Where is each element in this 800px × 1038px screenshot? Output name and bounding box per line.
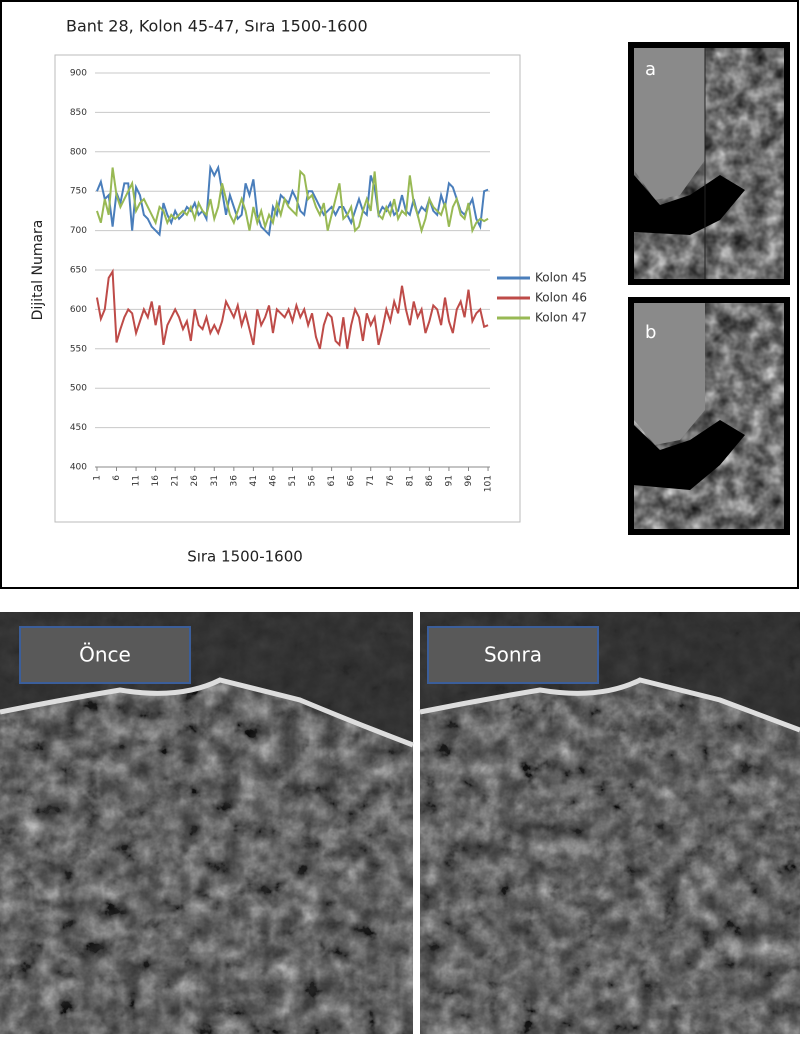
- figure: Bant 28, Kolon 45-47, Sıra 1500-1600 Dij…: [0, 0, 800, 1034]
- y-tick-label: 850: [70, 108, 87, 118]
- x-tick-label: 91: [444, 475, 454, 486]
- x-tick-label: 86: [425, 475, 435, 487]
- y-tick-label: 600: [70, 305, 87, 315]
- x-tick-label: 1: [92, 475, 102, 481]
- x-tick-label: 101: [484, 475, 494, 492]
- x-tick-label: 31: [210, 475, 220, 486]
- panel-label: b: [645, 322, 656, 343]
- x-tick-label: 21: [171, 475, 181, 486]
- x-tick-label: 76: [386, 475, 396, 487]
- x-tick-label: 61: [327, 475, 337, 486]
- legend-label: Kolon 46: [535, 291, 587, 305]
- chart-title: Bant 28, Kolon 45-47, Sıra 1500-1600: [66, 17, 368, 36]
- y-tick-label: 700: [70, 226, 87, 236]
- legend-label: Kolon 47: [535, 311, 587, 325]
- x-tick-label: 66: [347, 475, 357, 487]
- x-tick-label: 16: [151, 475, 161, 487]
- panel-label: a: [645, 59, 656, 80]
- y-tick-label: 650: [70, 266, 87, 276]
- y-tick-label: 400: [70, 463, 87, 473]
- x-tick-label: 56: [308, 475, 318, 487]
- y-tick-label: 500: [70, 384, 87, 394]
- image-label: Önce: [79, 643, 131, 667]
- x-tick-label: 11: [132, 475, 142, 486]
- chart-area: [55, 55, 520, 522]
- x-tick-label: 46: [268, 475, 278, 487]
- image-label: Sonra: [484, 643, 542, 667]
- x-axis-label: Sıra 1500-1600: [187, 548, 303, 566]
- y-tick-label: 550: [70, 344, 87, 354]
- y-tick-label: 750: [70, 187, 87, 197]
- x-tick-label: 71: [366, 475, 376, 486]
- x-tick-label: 41: [249, 475, 259, 486]
- legend-label: Kolon 45: [535, 271, 587, 285]
- x-tick-label: 96: [464, 475, 474, 487]
- x-tick-label: 6: [112, 475, 122, 481]
- y-tick-label: 900: [70, 69, 87, 79]
- x-tick-label: 26: [190, 475, 200, 487]
- y-tick-label: 450: [70, 423, 87, 433]
- x-tick-label: 81: [405, 475, 415, 486]
- x-tick-label: 36: [229, 475, 239, 487]
- x-tick-label: 51: [288, 475, 298, 486]
- y-tick-label: 800: [70, 147, 87, 157]
- page: {"chart_data": {"type": "line", "title":…: [0, 0, 800, 1034]
- y-axis-label: Dijital Numara: [30, 220, 46, 321]
